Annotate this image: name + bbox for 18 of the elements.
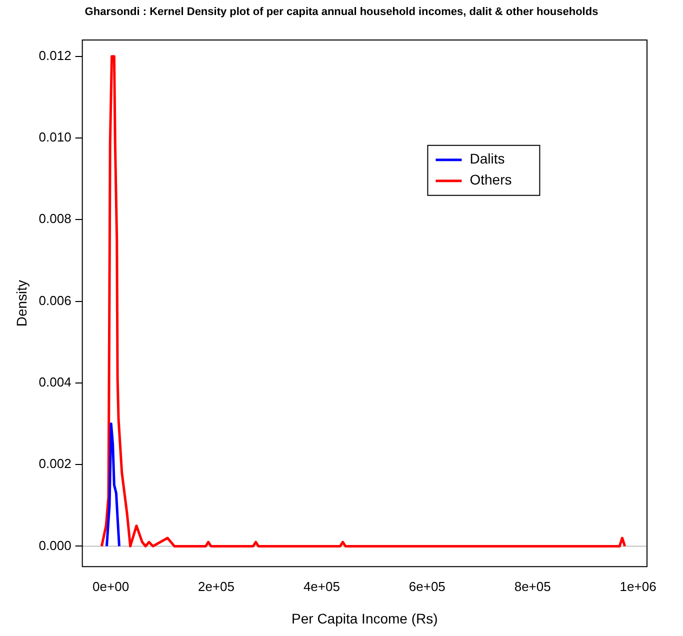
y-tick-label: 0.010 bbox=[38, 130, 72, 145]
x-tick-label: 8e+05 bbox=[514, 578, 551, 594]
y-tick-label: 0.008 bbox=[38, 211, 72, 226]
y-axis-title: Density bbox=[13, 280, 30, 327]
chart-title: Gharsondi : Kernel Density plot of per capita annual household incomes, dalit & other households bbox=[84, 6, 600, 18]
legend-label: Dalits bbox=[470, 150, 505, 167]
y-tick-label: 0.000 bbox=[38, 538, 72, 553]
y-tick-label: 0.004 bbox=[38, 374, 72, 390]
y-tick-label: 0.002 bbox=[38, 456, 72, 472]
x-tick-label: 4e+05 bbox=[303, 578, 340, 594]
legend-label: Others bbox=[470, 172, 512, 188]
y-tick-label: 0.012 bbox=[38, 48, 72, 63]
x-tick-label: 1e+06 bbox=[620, 578, 656, 594]
x-tick-label: 0e+00 bbox=[92, 578, 130, 594]
x-tick-label: 6e+05 bbox=[408, 578, 446, 594]
x-axis-title: Per Capita Income (Rs) bbox=[292, 610, 438, 626]
y-tick-label: 0.006 bbox=[38, 292, 72, 308]
x-tick-label: 2e+05 bbox=[198, 578, 235, 594]
